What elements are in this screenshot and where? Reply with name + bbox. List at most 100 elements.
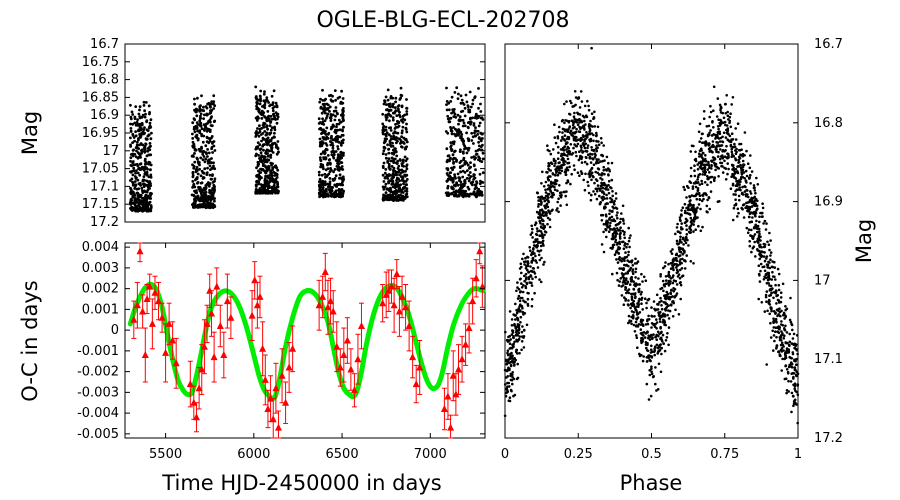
lc-point — [458, 115, 462, 119]
phase-point — [510, 333, 514, 336]
lc-point — [208, 104, 212, 107]
lc-point — [142, 201, 146, 205]
phase-point — [555, 209, 558, 212]
lc-point — [143, 189, 146, 193]
phase-point — [600, 219, 604, 222]
lc-point — [334, 190, 338, 194]
lc-point — [325, 175, 328, 179]
lc-point — [192, 117, 196, 121]
phase-point — [696, 216, 699, 219]
lc-point — [449, 127, 453, 131]
lc-point — [399, 86, 403, 90]
lc-point — [139, 128, 143, 132]
lc-point — [136, 171, 140, 175]
phase-point — [640, 272, 643, 276]
lc-point — [271, 142, 275, 146]
oc-ytick-label: 0.003 — [82, 261, 119, 276]
phase-point — [747, 200, 751, 204]
lc-point — [325, 135, 329, 139]
phase-point — [563, 153, 566, 157]
phase-point — [729, 125, 733, 129]
phase-point — [737, 155, 741, 159]
phase-point — [516, 281, 519, 284]
phase-point — [573, 168, 576, 171]
phase-point — [612, 243, 616, 247]
phase-point — [669, 303, 673, 306]
phase-point — [680, 267, 684, 270]
oc-point — [390, 277, 398, 333]
phase-point — [630, 280, 633, 283]
phase-point — [689, 260, 693, 263]
lc-point — [256, 141, 260, 145]
lc-point — [323, 172, 327, 176]
lc-point — [328, 105, 332, 109]
phase-point — [736, 215, 739, 218]
lc-point — [204, 184, 208, 187]
phase-point — [562, 163, 565, 166]
oc-ylabel: O-C in days — [18, 280, 42, 401]
lc-point — [450, 95, 454, 99]
oc-marker — [340, 351, 348, 358]
lc-point — [387, 181, 390, 185]
phase-point — [706, 175, 709, 178]
phase-point — [724, 178, 728, 181]
phase-point — [626, 242, 629, 246]
phase-point — [689, 166, 693, 170]
phase-point — [759, 262, 763, 266]
lc-point — [210, 100, 214, 103]
lc-point — [213, 199, 216, 203]
phase-point — [580, 149, 583, 152]
lc-point — [190, 193, 194, 197]
lc-point — [264, 184, 268, 188]
lc-point — [255, 130, 258, 133]
oc-marker — [162, 348, 170, 356]
lc-point — [386, 98, 390, 102]
lc-point — [462, 195, 465, 199]
lc-point — [321, 107, 325, 111]
lc-point — [149, 168, 152, 172]
lc-point — [386, 88, 390, 92]
lc-point — [452, 156, 456, 160]
lc-point — [134, 130, 138, 134]
phase-point — [652, 350, 656, 354]
phase-point — [667, 295, 671, 299]
lc-point — [391, 169, 395, 172]
phase-point — [562, 161, 565, 164]
phase-point — [795, 363, 798, 367]
lc-point — [384, 191, 388, 195]
phase-point — [583, 146, 587, 150]
phase-point — [653, 345, 657, 349]
lc-point — [444, 130, 448, 133]
lc-point — [395, 183, 399, 187]
phase-point — [516, 297, 520, 300]
phase-point — [702, 197, 705, 201]
lc-point — [479, 110, 483, 113]
lc-point — [461, 118, 465, 122]
lc-point — [396, 122, 399, 125]
phase-point — [645, 346, 648, 350]
phase-point — [518, 351, 521, 355]
phase-point — [607, 191, 611, 195]
phase-point — [732, 193, 735, 196]
phase-point — [716, 131, 720, 134]
lc-point — [481, 171, 485, 175]
phase-point — [628, 245, 631, 249]
lc-point — [273, 174, 277, 177]
phase-point — [658, 320, 662, 323]
phase-point — [592, 163, 596, 166]
lc-point — [337, 140, 341, 144]
lc-point — [270, 146, 273, 150]
phase-point — [580, 119, 583, 123]
phase-point — [647, 314, 650, 318]
lc-point — [258, 174, 261, 178]
phase-point — [571, 131, 575, 135]
lc-point — [267, 167, 271, 171]
phase-point — [643, 336, 647, 339]
phase-point — [537, 202, 540, 206]
lc-point — [200, 192, 203, 196]
phase-point — [757, 272, 761, 276]
lc-point — [192, 183, 196, 187]
lc-point — [265, 125, 268, 129]
phase-point — [789, 363, 793, 366]
phase-point — [758, 245, 762, 249]
